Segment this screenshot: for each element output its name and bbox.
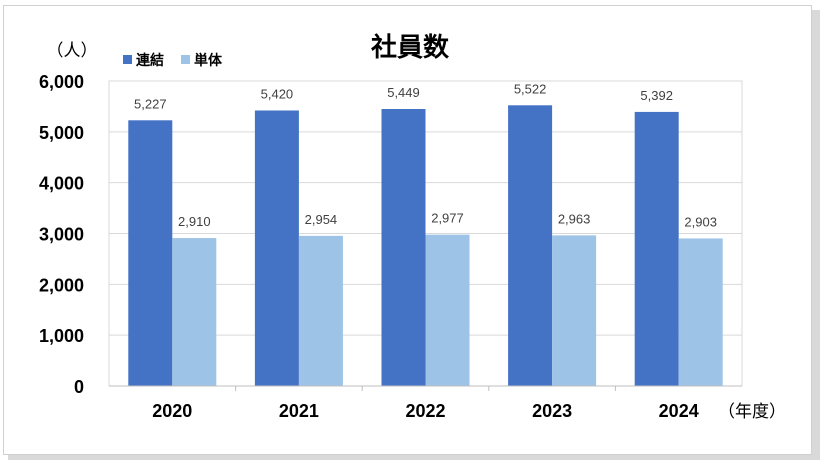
bar-連結-2021	[254, 110, 299, 386]
data-label: 5,420	[261, 86, 294, 101]
y-axis-unit-label: （人）	[47, 41, 98, 60]
x-axis-unit-label: （年度）	[718, 402, 786, 421]
legend-label: 単体	[194, 52, 223, 68]
data-label: 2,954	[305, 212, 338, 227]
y-tick-label: 1,000	[39, 326, 84, 346]
bar-連結-2024	[634, 111, 679, 386]
legend-swatch	[181, 55, 190, 64]
data-label: 2,963	[558, 211, 591, 226]
frame-shadow-right	[811, 10, 820, 460]
x-tick-label: 2024	[659, 401, 699, 421]
bar-単体-2020	[172, 238, 217, 386]
bars	[128, 105, 723, 387]
bar-連結-2022	[381, 109, 426, 387]
x-tick-label: 2022	[405, 401, 445, 421]
bar-連結-2023	[508, 105, 553, 386]
y-tick-label: 2,000	[39, 275, 84, 295]
y-tick-label: 5,000	[39, 123, 84, 143]
chart-title: 社員数	[371, 32, 450, 62]
x-axis-ticks: 2020 2021 2022 2023 2024	[109, 385, 742, 421]
data-label: 5,392	[640, 88, 673, 103]
legend: 連結 単体	[123, 52, 223, 68]
x-tick-label: 2020	[152, 401, 192, 421]
bar-単体-2022	[425, 234, 470, 386]
data-label: 2,903	[684, 214, 717, 229]
data-label: 2,910	[178, 214, 211, 229]
x-tick-label: 2023	[532, 401, 572, 421]
legend-label: 連結	[136, 52, 164, 68]
y-tick-label: 6,000	[39, 72, 84, 92]
y-tick-label: 3,000	[39, 225, 84, 245]
data-label: 5,449	[387, 85, 420, 100]
legend-swatch	[123, 55, 132, 64]
bar-単体-2024	[678, 238, 723, 386]
bar-単体-2021	[298, 235, 343, 386]
y-tick-label: 4,000	[39, 174, 84, 194]
data-labels: 5,227 2,910 5,420 2,954 5,449 2,977 5,522 2,963…	[134, 81, 717, 229]
x-tick-label: 2021	[279, 401, 319, 421]
data-label: 5,227	[134, 96, 167, 111]
y-axis-ticks: 0 1,000 2,000 3,000 4,000 5,000 6,000	[39, 72, 84, 397]
frame-shadow-bottom	[8, 453, 820, 460]
y-tick-label: 0	[74, 377, 84, 397]
bar-連結-2020	[128, 120, 173, 387]
data-label: 2,977	[431, 211, 464, 226]
bar-単体-2023	[552, 235, 597, 386]
data-label: 5,522	[514, 81, 547, 96]
